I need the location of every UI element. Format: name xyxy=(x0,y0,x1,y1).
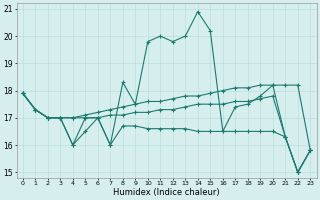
X-axis label: Humidex (Indice chaleur): Humidex (Indice chaleur) xyxy=(113,188,220,197)
